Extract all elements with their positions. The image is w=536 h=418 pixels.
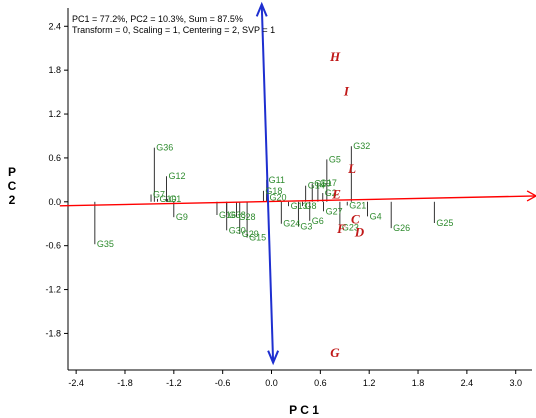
- genotype-label: G28: [239, 212, 256, 222]
- pc1-axis-line: [59, 195, 536, 207]
- genotype-label: G8: [304, 201, 316, 211]
- x-tick-label: -1.8: [117, 378, 133, 388]
- y-axis: -1.8 -1.2 -0.6 0.0 0.6 1.2 1.8 2.4: [45, 21, 68, 338]
- pc2-arrowhead-bottom: [267, 350, 280, 366]
- genotype-label: G20: [269, 192, 286, 202]
- y-axis-title-char: C: [8, 179, 17, 193]
- pc2-axis-line: [260, 4, 275, 363]
- x-tick-label: -1.2: [166, 378, 182, 388]
- environment-label: F: [336, 221, 346, 236]
- environment-label: E: [331, 186, 341, 201]
- genotype-label: G6: [312, 216, 324, 226]
- genotype-label: G32: [353, 141, 370, 151]
- genotype-label: G30: [229, 225, 246, 235]
- x-tick-label: 1.8: [412, 378, 425, 388]
- environment-label: I: [343, 83, 350, 98]
- genotype-label: G14: [308, 181, 325, 191]
- y-tick-label: 0.0: [48, 197, 61, 207]
- genotype-label: G4: [370, 211, 382, 221]
- genotype-label: G3: [300, 222, 312, 232]
- genotype-label: G12: [168, 171, 185, 181]
- x-tick-label: -2.4: [68, 378, 84, 388]
- y-tick-label: 2.4: [48, 21, 61, 31]
- x-tick-label: 1.2: [363, 378, 376, 388]
- x-axis-title: P C 1: [289, 403, 319, 417]
- pc1-arrowhead: [526, 190, 536, 202]
- x-tick-label: 3.0: [509, 378, 522, 388]
- genotype-label: G1: [169, 194, 181, 204]
- genotype-label: G10: [160, 194, 177, 204]
- genotype-label: G13: [291, 201, 308, 211]
- y-axis-title-char: P: [8, 165, 16, 179]
- y-axis-title-char: 2: [9, 193, 16, 207]
- y-tick-label: 0.6: [48, 153, 61, 163]
- environment-label: D: [354, 225, 365, 240]
- genotype-stems: [94, 146, 435, 245]
- genotype-label: G35: [97, 239, 114, 249]
- genotype-label: G36: [156, 143, 173, 153]
- pc2-arrowhead-top: [255, 1, 268, 17]
- genotype-label: G24: [283, 219, 300, 229]
- genotype-label: G15: [249, 233, 266, 243]
- genotype-label: G38: [229, 210, 246, 220]
- environment-label: L: [347, 161, 356, 176]
- genotype-label: G18: [265, 186, 282, 196]
- pc-axis-lines: [59, 1, 536, 366]
- genotype-label: G7: [153, 189, 165, 199]
- plot-frame: [67, 8, 532, 371]
- genotype-label: G23: [342, 222, 359, 232]
- genotype-label: G19: [314, 179, 331, 189]
- genotype-label: G9: [176, 212, 188, 222]
- x-tick-label: 2.4: [461, 378, 474, 388]
- genotype-label: G11: [269, 175, 285, 185]
- y-tick-label: -0.6: [45, 241, 61, 251]
- genotype-label: G25: [436, 218, 453, 228]
- info-box: PC1 = 77.2%, PC2 = 10.3%, Sum = 87.5% Tr…: [72, 14, 275, 35]
- genotype-label: G29: [242, 229, 259, 239]
- genotype-label: G17: [320, 178, 337, 188]
- genotype-label: G16: [219, 210, 236, 220]
- y-tick-label: -1.8: [45, 328, 61, 338]
- environment-label: G: [330, 345, 340, 360]
- info-line-variance: PC1 = 77.2%, PC2 = 10.3%, Sum = 87.5%: [72, 14, 243, 24]
- genotype-label: G2: [325, 188, 337, 198]
- genotype-label: G27: [326, 206, 343, 216]
- x-tick-label: -0.6: [215, 378, 231, 388]
- x-axis: -2.4 -1.8 -1.2 -0.6 0.0 0.6 1.2 1.8 2.4 3.0: [68, 370, 522, 388]
- y-tick-label: -1.2: [45, 285, 61, 295]
- genotype-label: G26: [393, 223, 410, 233]
- environment-label: C: [351, 211, 360, 226]
- info-line-settings: Transform = 0, Scaling = 1, Centering = …: [72, 25, 275, 35]
- environment-label: H: [329, 49, 341, 64]
- genotype-label: G21: [349, 200, 366, 210]
- x-tick-label: 0.6: [314, 378, 327, 388]
- y-tick-label: 1.8: [48, 65, 61, 75]
- x-tick-label: 0.0: [265, 378, 278, 388]
- genotype-label: G5: [329, 154, 341, 164]
- y-tick-label: 1.2: [48, 109, 61, 119]
- genotype-labels: G36G12G7G10G1G9G35G16G38G28G30G29G15G11G…: [97, 141, 453, 249]
